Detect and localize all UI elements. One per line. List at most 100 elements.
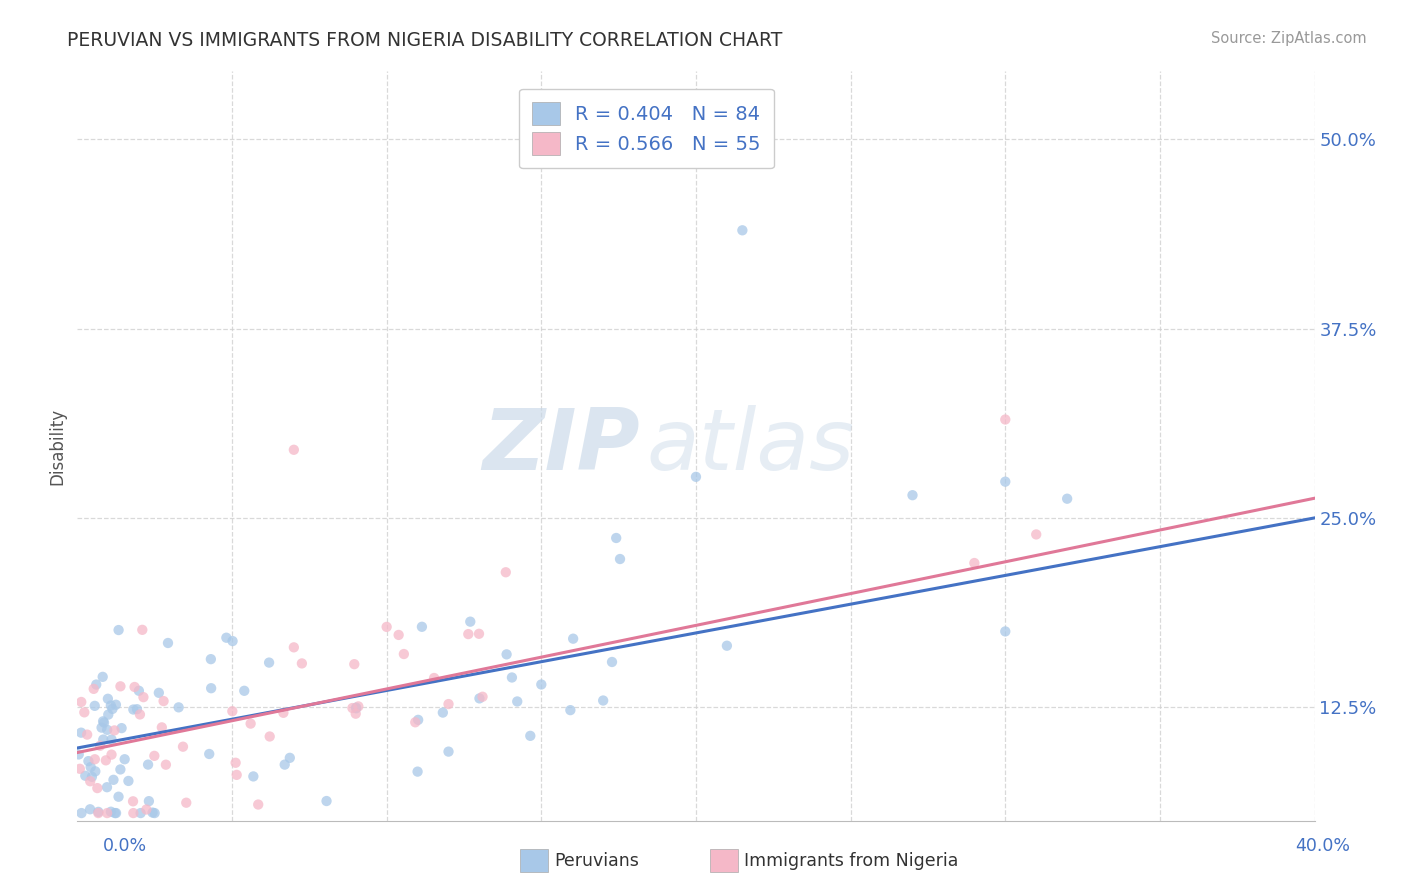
Point bbox=[110, 679, 132, 693]
Point bbox=[84, 677, 107, 691]
Point bbox=[174, 796, 197, 810]
Point bbox=[97, 691, 120, 706]
Point bbox=[273, 706, 295, 720]
Point bbox=[152, 694, 174, 708]
Point bbox=[273, 757, 295, 772]
Point bbox=[91, 732, 114, 747]
Point bbox=[458, 615, 481, 629]
Point bbox=[283, 640, 305, 655]
Point bbox=[406, 764, 429, 779]
Point bbox=[519, 729, 541, 743]
Point bbox=[104, 806, 127, 821]
Point bbox=[283, 442, 305, 457]
Point bbox=[347, 699, 370, 714]
Point bbox=[107, 789, 129, 804]
Point bbox=[221, 634, 243, 648]
Point bbox=[75, 769, 97, 783]
Point bbox=[963, 556, 986, 570]
Point bbox=[128, 683, 150, 698]
Point bbox=[468, 627, 491, 641]
Point bbox=[93, 715, 115, 730]
Point bbox=[83, 698, 105, 713]
Legend: R = 0.404   N = 84, R = 0.566   N = 55: R = 0.404 N = 84, R = 0.566 N = 55 bbox=[519, 88, 775, 169]
Point bbox=[994, 475, 1017, 489]
Point bbox=[471, 690, 494, 704]
Point bbox=[148, 686, 170, 700]
Point bbox=[388, 628, 411, 642]
Point bbox=[96, 806, 118, 821]
Point bbox=[342, 701, 364, 715]
Point bbox=[406, 713, 429, 727]
Point bbox=[468, 691, 491, 706]
Point bbox=[77, 754, 100, 768]
Point bbox=[375, 620, 398, 634]
Point bbox=[609, 552, 631, 566]
Point bbox=[117, 773, 139, 788]
Point bbox=[100, 747, 122, 762]
Point bbox=[97, 707, 120, 722]
Point bbox=[247, 797, 270, 812]
Point bbox=[143, 748, 166, 763]
Point bbox=[70, 806, 93, 821]
Point bbox=[80, 770, 103, 784]
Text: Peruvians: Peruvians bbox=[554, 852, 638, 870]
Point bbox=[259, 730, 281, 744]
Point bbox=[221, 704, 243, 718]
Point bbox=[994, 624, 1017, 639]
Point bbox=[100, 698, 122, 713]
Point bbox=[278, 751, 301, 765]
Point bbox=[901, 488, 924, 502]
Point bbox=[70, 695, 93, 709]
Point bbox=[80, 760, 103, 774]
Point bbox=[562, 632, 585, 646]
Point bbox=[437, 745, 460, 759]
Point bbox=[560, 703, 582, 717]
Point bbox=[150, 720, 173, 734]
Point bbox=[86, 781, 108, 796]
Point bbox=[73, 706, 96, 720]
Point bbox=[84, 764, 107, 779]
Point bbox=[432, 706, 454, 720]
Point bbox=[104, 698, 127, 712]
Point bbox=[411, 620, 433, 634]
Point bbox=[103, 772, 125, 787]
Point bbox=[457, 627, 479, 641]
Text: Immigrants from Nigeria: Immigrants from Nigeria bbox=[744, 852, 957, 870]
Point bbox=[344, 701, 367, 715]
Text: 0.0%: 0.0% bbox=[103, 837, 146, 855]
Point bbox=[225, 768, 247, 782]
Point bbox=[94, 753, 117, 767]
Point bbox=[215, 631, 238, 645]
Point bbox=[79, 774, 101, 789]
Point bbox=[107, 623, 129, 637]
Point bbox=[89, 739, 111, 753]
Point bbox=[239, 716, 262, 731]
Point bbox=[91, 670, 114, 684]
Point bbox=[344, 706, 367, 721]
Point bbox=[1056, 491, 1078, 506]
Point bbox=[138, 794, 160, 808]
Point bbox=[225, 756, 247, 770]
Text: Source: ZipAtlas.com: Source: ZipAtlas.com bbox=[1211, 31, 1367, 46]
Point bbox=[200, 681, 222, 696]
Point bbox=[495, 566, 517, 580]
Point bbox=[96, 780, 118, 795]
Point bbox=[87, 806, 110, 821]
Point bbox=[437, 697, 460, 711]
Point bbox=[495, 648, 517, 662]
Point bbox=[100, 805, 122, 819]
Point bbox=[131, 623, 153, 637]
Point bbox=[110, 763, 132, 777]
Point bbox=[100, 732, 122, 747]
Y-axis label: Disability: Disability bbox=[48, 408, 66, 484]
Point bbox=[315, 794, 337, 808]
Point bbox=[70, 725, 93, 739]
Point bbox=[125, 702, 148, 716]
Point bbox=[101, 702, 124, 716]
Point bbox=[122, 794, 145, 808]
Point bbox=[110, 721, 132, 735]
Point bbox=[404, 715, 426, 730]
Text: atlas: atlas bbox=[647, 404, 855, 488]
Point bbox=[132, 690, 155, 705]
Point bbox=[122, 702, 145, 716]
